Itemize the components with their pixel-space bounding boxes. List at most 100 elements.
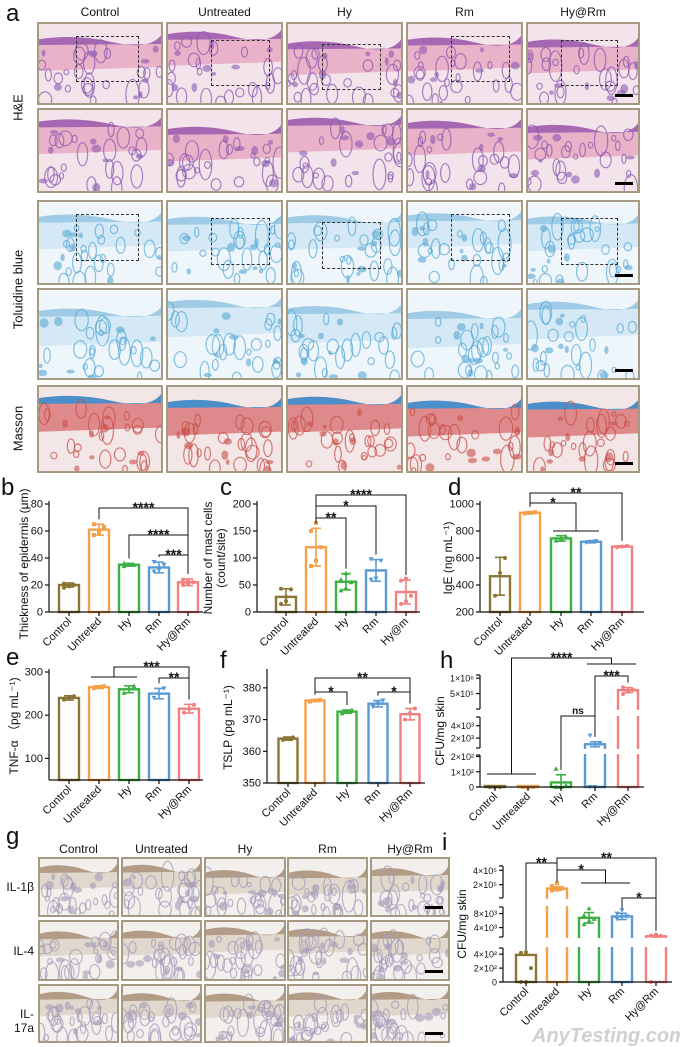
y-tick-label: 40 [31,553,43,565]
histology-image [406,385,523,473]
data-point [404,599,408,604]
significance-label: * [579,861,585,877]
tissue-texture [123,859,200,915]
tissue-texture [39,110,161,191]
data-point [62,697,66,702]
histology-image [406,288,523,380]
data-point [309,529,313,533]
significance-label: ** [601,849,612,865]
significance-bracket [314,677,411,704]
data-point [614,911,620,917]
column-header: Untreated [135,842,188,856]
ihc-image [204,857,286,917]
tissue-texture [288,202,401,283]
ihc-image [121,857,202,917]
histology-image [406,22,523,105]
bar-hy@rm [616,688,640,789]
chart-c: c Number of mast cells (count/site) 0 50 100 1… [201,474,420,658]
data-point [192,702,196,707]
data-point [597,741,603,746]
tissue-texture [123,986,200,1041]
column-header: Hy@Rm [560,5,606,19]
zoom-region-box [561,40,619,86]
histology-image [286,385,403,473]
column-header: Hy@Rm [387,842,433,856]
data-point [404,576,408,581]
bar-untreted [87,528,111,614]
bar-hy [577,916,601,984]
tissue-texture [40,922,117,979]
histology-image [166,288,283,380]
data-point [151,560,157,565]
watermark-text: AnyTesting.com [532,1025,680,1047]
ihc-image [121,984,202,1043]
significance-bracket [315,517,347,569]
x-tick-label: Hy@Rm [595,791,633,829]
data-point [368,577,374,583]
significance-bracket [158,554,189,574]
data-point [151,695,157,701]
data-point [186,578,190,583]
significance-label: **** [350,486,372,502]
data-point [121,563,127,569]
data-point [615,545,619,550]
data-point [286,736,290,741]
histology-image [37,108,163,193]
data-point [649,933,653,938]
significance-label: ns [572,706,584,717]
data-point [591,916,597,921]
data-point [126,562,132,567]
x-tick-label: Hy [548,790,566,808]
zoom-region-box [561,218,619,265]
data-point [581,921,587,927]
data-point [519,950,523,955]
significance-label: ** [169,669,180,685]
data-point [560,886,564,891]
data-point [408,711,412,716]
zoom-region-box [210,40,270,86]
axis-break-gap [506,899,672,906]
column-header: Rm [318,842,337,856]
y-axis-label: CFU/mg skin [433,696,447,765]
significance-bracket [511,657,612,774]
bar-untreated [518,511,542,614]
ihc-image [38,857,119,917]
data-point [587,733,593,739]
significance-bracket [315,494,407,576]
data-point [339,710,345,716]
data-point [413,706,417,711]
ihc-image [287,920,368,981]
significance-bracket [556,869,606,883]
y-axis-label: Thickness of epidermis (μm) [17,489,31,640]
data-point [291,735,295,740]
data-point [102,684,106,689]
x-tick-label: Hy [116,615,134,633]
panel-label: c [220,474,232,501]
panel-label: d [448,474,461,501]
tissue-texture [168,202,281,283]
histology-image [526,288,640,380]
y-axis-label: IgE (ng mL⁻¹) [441,521,455,594]
histology-image [166,22,283,105]
data-point [187,707,191,712]
axis-break-gap [483,749,644,754]
tissue-texture [288,110,401,191]
x-tick-label: Rm [144,616,165,637]
data-point [563,533,569,539]
significance-label: **** [148,526,170,542]
ihc-image [121,920,202,981]
x-tick-label: Rm [580,791,601,812]
data-point [586,918,592,923]
y-tick-label: 4×10² [474,950,497,960]
column-header: Control [80,5,120,19]
tissue-texture [528,24,638,103]
significance-bracket [529,492,623,541]
ihc-image [38,920,119,981]
y-tick-label: 2×10⁵ [473,880,497,890]
data-point [528,510,532,515]
data-point [626,689,630,694]
y-tick-label: 4×10⁵ [473,866,497,876]
data-point [131,683,137,688]
y-tick-label: 20 [31,580,43,592]
